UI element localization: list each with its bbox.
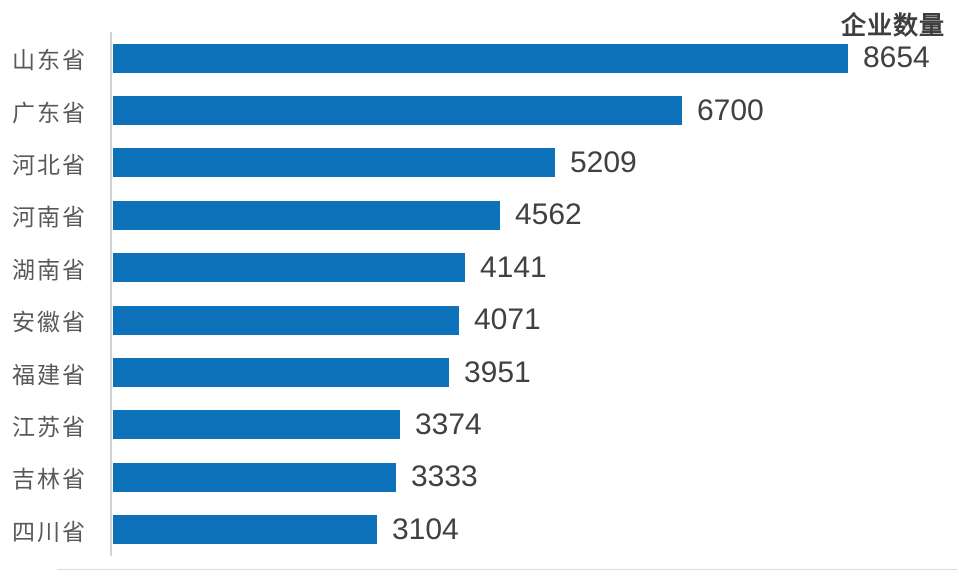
bar-row: 山东省 8654: [0, 32, 959, 84]
value-label: 4141: [480, 250, 547, 284]
value-label: 4071: [474, 303, 541, 337]
value-label: 5209: [570, 145, 637, 179]
bar: [113, 43, 848, 73]
bar-rows: 山东省 8654 广东省 6700 河北省 5209 河南省 4562 湖南省 …: [0, 32, 959, 556]
bar: [113, 305, 459, 335]
bar: [113, 358, 449, 388]
bar: [113, 200, 500, 230]
bar: [113, 462, 396, 492]
bar-row: 广东省 6700: [0, 84, 959, 136]
bar-row: 安徽省 4071: [0, 294, 959, 346]
category-label: 吉林省: [12, 467, 87, 494]
bar-row: 河南省 4562: [0, 189, 959, 241]
plot-area: 山东省 8654 广东省 6700 河北省 5209 河南省 4562 湖南省 …: [0, 32, 959, 556]
bar: [113, 96, 682, 126]
category-label: 河北省: [12, 152, 87, 179]
value-label: 3374: [415, 407, 482, 441]
value-label: 3333: [411, 460, 478, 494]
bar-row: 四川省 3104: [0, 504, 959, 556]
category-label: 四川省: [12, 519, 87, 546]
value-label: 3104: [392, 512, 459, 546]
chart-title: 企业数量: [840, 12, 945, 40]
bar-row: 湖南省 4141: [0, 242, 959, 294]
category-label: 广东省: [12, 100, 87, 127]
category-label: 山东省: [12, 48, 87, 75]
y-axis-line: [110, 32, 112, 556]
bar: [113, 410, 400, 440]
bar-row: 江苏省 3374: [0, 399, 959, 451]
bottom-divider: [57, 569, 957, 570]
bar-row: 吉林省 3333: [0, 451, 959, 503]
bar-row: 河北省 5209: [0, 137, 959, 189]
value-label: 3951: [464, 355, 531, 389]
category-label: 河南省: [12, 205, 87, 232]
bar: [113, 148, 555, 178]
category-label: 福建省: [12, 362, 87, 389]
category-label: 安徽省: [12, 310, 87, 337]
bar: [113, 253, 465, 283]
category-label: 江苏省: [12, 414, 87, 441]
bar: [113, 515, 377, 545]
category-label: 湖南省: [12, 257, 87, 284]
value-label: 6700: [697, 93, 764, 127]
value-label: 4562: [515, 198, 582, 232]
value-label: 8654: [863, 41, 930, 75]
bar-row: 福建省 3951: [0, 346, 959, 398]
